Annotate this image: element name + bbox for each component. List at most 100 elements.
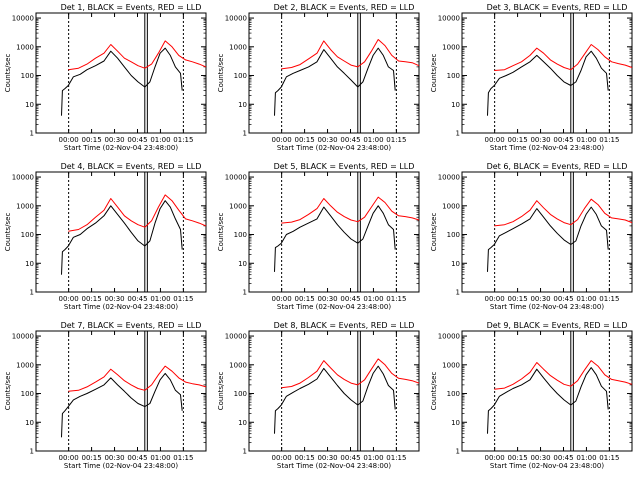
panel-8: Det 8, BLACK = Events, RED = LLD 1 10 100 10… [217, 321, 420, 470]
y-tick-label: 100 [447, 72, 460, 80]
x-tick-label: 00:45 [127, 454, 147, 462]
plot-frame [461, 171, 633, 293]
panel-7: Det 7, BLACK = Events, RED = LLD 1 10 100 10… [4, 321, 207, 470]
y-tick-label: 100 [447, 231, 460, 239]
lld-series-line [494, 44, 633, 71]
x-tick-label: 01:15 [386, 295, 406, 303]
y-axis-title: Counts/sec [430, 213, 438, 252]
x-tick-label: 00:15 [81, 454, 101, 462]
y-tick-label: 100 [21, 72, 34, 80]
x-tick-label: 01:00 [363, 454, 383, 462]
panel-title: Det 3, BLACK = Events, RED = LLD [487, 3, 628, 12]
x-tick-label: 01:15 [386, 454, 406, 462]
lld-series-line [494, 360, 633, 390]
plot-frame [35, 12, 207, 134]
x-tick-label: 00:15 [81, 295, 101, 303]
x-tick-label: 00:45 [553, 454, 573, 462]
x-tick-label: 00:45 [340, 136, 360, 144]
panel-title: Det 6, BLACK = Events, RED = LLD [487, 162, 628, 171]
x-tick-label: 01:15 [599, 454, 619, 462]
x-tick-label: 00:15 [507, 295, 527, 303]
events-series-line [61, 200, 183, 275]
events-series-line [61, 47, 183, 116]
panel-5: Det 5, BLACK = Events, RED = LLD 1 10 100 10… [217, 162, 420, 311]
events-series-line [487, 367, 609, 434]
x-tick-label: 00:30 [530, 295, 550, 303]
x-tick-label: 00:45 [553, 136, 573, 144]
x-tick-label: 00:00 [272, 454, 292, 462]
x-tick-label: 00:15 [507, 454, 527, 462]
x-axis-title: Start Time (02-Nov-04 23:48:00) [64, 462, 178, 470]
x-tick-label: 00:00 [485, 136, 505, 144]
x-tick-label: 01:00 [150, 454, 170, 462]
panel-9: Det 9, BLACK = Events, RED = LLD 1 10 100 10… [430, 321, 633, 470]
x-tick-label: 00:00 [272, 136, 292, 144]
y-tick-label: 100 [21, 390, 34, 398]
x-tick-label: 00:45 [553, 295, 573, 303]
x-tick-label: 00:45 [340, 295, 360, 303]
plot-frame [461, 12, 633, 134]
x-tick-label: 01:00 [363, 136, 383, 144]
x-axis-title: Start Time (02-Nov-04 23:48:00) [490, 462, 604, 470]
y-axis-title: Counts/sec [217, 372, 225, 411]
x-tick-label: 00:45 [340, 454, 360, 462]
x-tick-label: 00:30 [530, 454, 550, 462]
x-tick-label: 01:00 [576, 454, 596, 462]
y-tick-label: 10 [451, 101, 460, 109]
y-tick-label: 1000 [16, 202, 34, 210]
y-axis-title: Counts/sec [4, 54, 12, 93]
y-tick-label: 10000 [12, 333, 34, 341]
y-tick-label: 1000 [442, 43, 460, 51]
y-tick-label: 1 [30, 448, 34, 456]
x-axis-title: Start Time (02-Nov-04 23:48:00) [490, 303, 604, 311]
plot-frame [461, 330, 633, 452]
y-tick-label: 100 [447, 390, 460, 398]
panel-3: Det 3, BLACK = Events, RED = LLD 1 10 100 10… [430, 3, 633, 152]
y-tick-label: 10 [25, 419, 34, 427]
x-axis-title: Start Time (02-Nov-04 23:48:00) [277, 462, 391, 470]
lld-series-line [281, 39, 420, 70]
plot-frame [248, 171, 420, 293]
x-axis-title: Start Time (02-Nov-04 23:48:00) [64, 144, 178, 152]
x-tick-label: 01:00 [150, 295, 170, 303]
events-series-line [487, 50, 609, 116]
x-tick-label: 01:00 [363, 295, 383, 303]
y-tick-label: 1 [456, 130, 460, 138]
x-tick-label: 00:45 [127, 295, 147, 303]
y-tick-label: 1 [243, 130, 247, 138]
y-tick-label: 1000 [229, 202, 247, 210]
x-axis-title: Start Time (02-Nov-04 23:48:00) [64, 303, 178, 311]
panel-2: Det 2, BLACK = Events, RED = LLD 1 10 100 10… [217, 3, 420, 152]
x-tick-label: 00:30 [317, 295, 337, 303]
y-axis-title: Counts/sec [4, 372, 12, 411]
x-axis-title: Start Time (02-Nov-04 23:48:00) [277, 303, 391, 311]
y-tick-label: 10000 [225, 174, 247, 182]
x-axis-title: Start Time (02-Nov-04 23:48:00) [277, 144, 391, 152]
y-tick-label: 100 [21, 231, 34, 239]
events-series-line [274, 365, 396, 434]
x-tick-label: 00:45 [127, 136, 147, 144]
y-tick-label: 1000 [442, 361, 460, 369]
lld-series-line [68, 40, 207, 71]
y-tick-label: 1 [243, 448, 247, 456]
panel-title: Det 9, BLACK = Events, RED = LLD [487, 321, 628, 330]
x-tick-label: 00:15 [294, 295, 314, 303]
y-tick-label: 10000 [438, 333, 460, 341]
x-tick-label: 00:00 [485, 454, 505, 462]
y-tick-label: 1000 [442, 202, 460, 210]
y-tick-label: 10000 [438, 15, 460, 23]
plot-frame [248, 330, 420, 452]
y-tick-label: 1000 [229, 361, 247, 369]
x-tick-label: 00:00 [485, 295, 505, 303]
y-axis-title: Counts/sec [430, 372, 438, 411]
panel-title: Det 2, BLACK = Events, RED = LLD [274, 3, 415, 12]
y-tick-label: 10000 [225, 15, 247, 23]
y-tick-label: 1000 [16, 361, 34, 369]
lld-series-line [68, 365, 207, 392]
y-tick-label: 100 [234, 390, 247, 398]
y-tick-label: 1000 [229, 43, 247, 51]
y-tick-label: 10 [451, 260, 460, 268]
lld-series-line [281, 196, 420, 224]
x-tick-label: 00:15 [294, 136, 314, 144]
